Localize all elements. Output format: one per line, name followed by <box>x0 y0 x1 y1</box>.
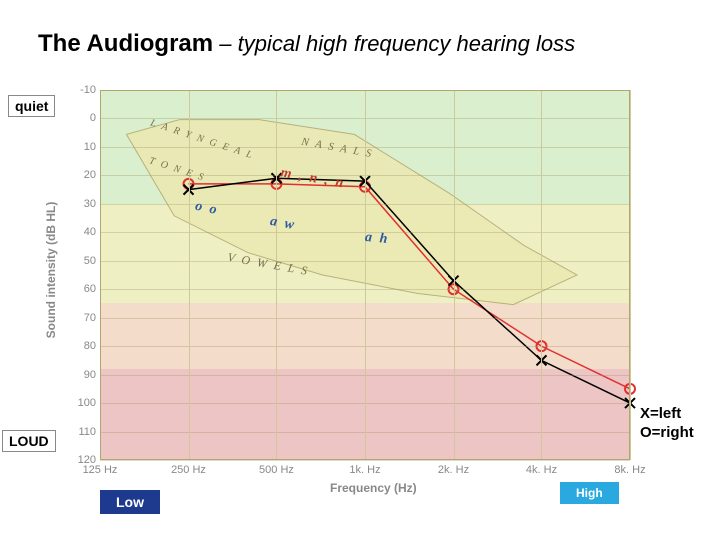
x-tick: 250 Hz <box>159 464 219 476</box>
audiogram-chart: L A R Y N G E A LT O N E SN A S A L Sm ,… <box>100 90 630 460</box>
y-tick: -10 <box>66 84 96 96</box>
x-tick: 2k. Hz <box>424 464 484 476</box>
quiet-tag: quiet <box>8 95 55 117</box>
x-tick: 8k. Hz <box>600 464 660 476</box>
banana-label: a h <box>364 230 390 248</box>
x-tick: 125 Hz <box>70 464 130 476</box>
y-tick: 80 <box>66 340 96 352</box>
x-axis-title: Frequency (Hz) <box>330 481 417 495</box>
y-tick: 10 <box>66 141 96 153</box>
legend-left: X=left <box>640 405 681 422</box>
title-sub: – typical high frequency hearing loss <box>213 31 575 56</box>
y-tick: 0 <box>66 112 96 124</box>
y-tick: 30 <box>66 198 96 210</box>
y-tick: 110 <box>66 426 96 438</box>
title-main: The Audiogram <box>38 30 213 57</box>
low-pill: Low <box>100 490 160 514</box>
x-tick: 4k. Hz <box>511 464 571 476</box>
y-tick: 50 <box>66 255 96 267</box>
y-axis-title: Sound intensity (dB HL) <box>44 202 58 339</box>
y-tick: 60 <box>66 283 96 295</box>
y-tick: 70 <box>66 312 96 324</box>
legend-right: O=right <box>640 424 694 441</box>
y-tick: 20 <box>66 169 96 181</box>
y-tick: 100 <box>66 397 96 409</box>
y-tick: 90 <box>66 369 96 381</box>
x-tick: 500 Hz <box>246 464 306 476</box>
loud-tag: LOUD <box>2 430 56 452</box>
y-tick: 40 <box>66 226 96 238</box>
x-tick: 1k. Hz <box>335 464 395 476</box>
high-pill: High <box>560 482 619 504</box>
